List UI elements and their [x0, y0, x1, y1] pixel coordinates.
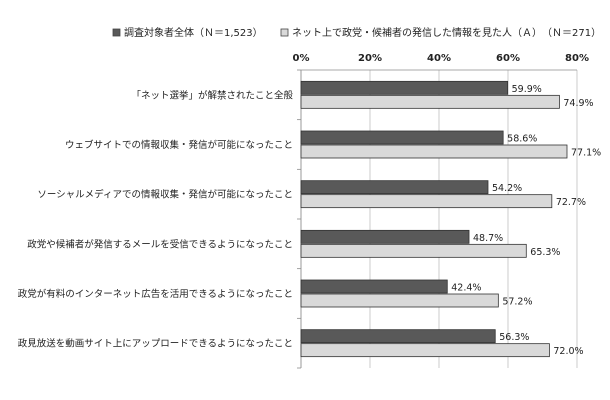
bar-series-1 [300, 180, 489, 195]
bar-series-2 [300, 243, 527, 258]
data-label: 57.2% [502, 297, 532, 308]
legend-label-series-2: ネット上で政党・候補者の発信した情報を見た人（Ａ） （Ｎ＝271） [292, 26, 601, 39]
category-label: ウェブサイトでの情報収集・発信が可能になったこと [65, 139, 293, 151]
data-label: 65.3% [530, 247, 560, 258]
bar-series-1 [300, 329, 496, 344]
bar-series-2 [300, 343, 550, 358]
bar-series-2 [300, 293, 499, 308]
x-tick-label: 0% [293, 53, 310, 64]
data-label: 77.1% [571, 148, 601, 159]
legend-label-series-1: 調査対象者全体（Ｎ＝1,523） [124, 26, 263, 39]
data-label: 42.4% [451, 283, 481, 294]
data-label: 72.7% [556, 197, 586, 208]
data-label: 59.9% [512, 84, 542, 95]
data-label: 56.3% [499, 332, 529, 343]
category-label: ソーシャルメディアでの情報収集・発信が可能になったこと [37, 189, 293, 201]
category-label: 政党や候補者が発信するメールを受信できるようになったこと [27, 238, 293, 250]
category-label: 政見放送を動画サイト上にアップロードできるようになったこと [18, 338, 293, 350]
bar-series-2 [300, 94, 560, 109]
bar-series-1 [300, 229, 470, 244]
data-label: 48.7% [473, 233, 503, 244]
x-tick-label: 40% [427, 53, 451, 64]
legend-swatch-series-1 [112, 28, 121, 37]
data-label: 74.9% [563, 98, 593, 109]
category-label: 「ネット選挙」が解禁されたこと全般 [131, 89, 293, 101]
bar-series-1 [300, 130, 504, 145]
x-tick-label: 80% [565, 53, 589, 64]
data-label: 72.0% [553, 346, 583, 357]
x-tick-label: 60% [496, 53, 520, 64]
bar-series-1 [300, 80, 509, 95]
legend: 調査対象者全体（Ｎ＝1,523） ネット上で政党・候補者の発信した情報を見た人（… [112, 26, 601, 39]
x-tick-label: 20% [358, 53, 382, 64]
data-label: 54.2% [492, 183, 522, 194]
category-label: 政党が有料のインターネット広告を活用できるようになったこと [18, 288, 293, 300]
data-label: 58.6% [507, 134, 537, 145]
bar-series-2 [300, 194, 553, 209]
bar-series-2 [300, 144, 568, 159]
legend-swatch-series-2 [280, 28, 289, 37]
bar-series-1 [300, 279, 448, 294]
plot-area: 0% 20% 40% 60% 80% 「ネット選挙」が解禁されたこと全般 59.9% 74.9… [18, 53, 601, 369]
